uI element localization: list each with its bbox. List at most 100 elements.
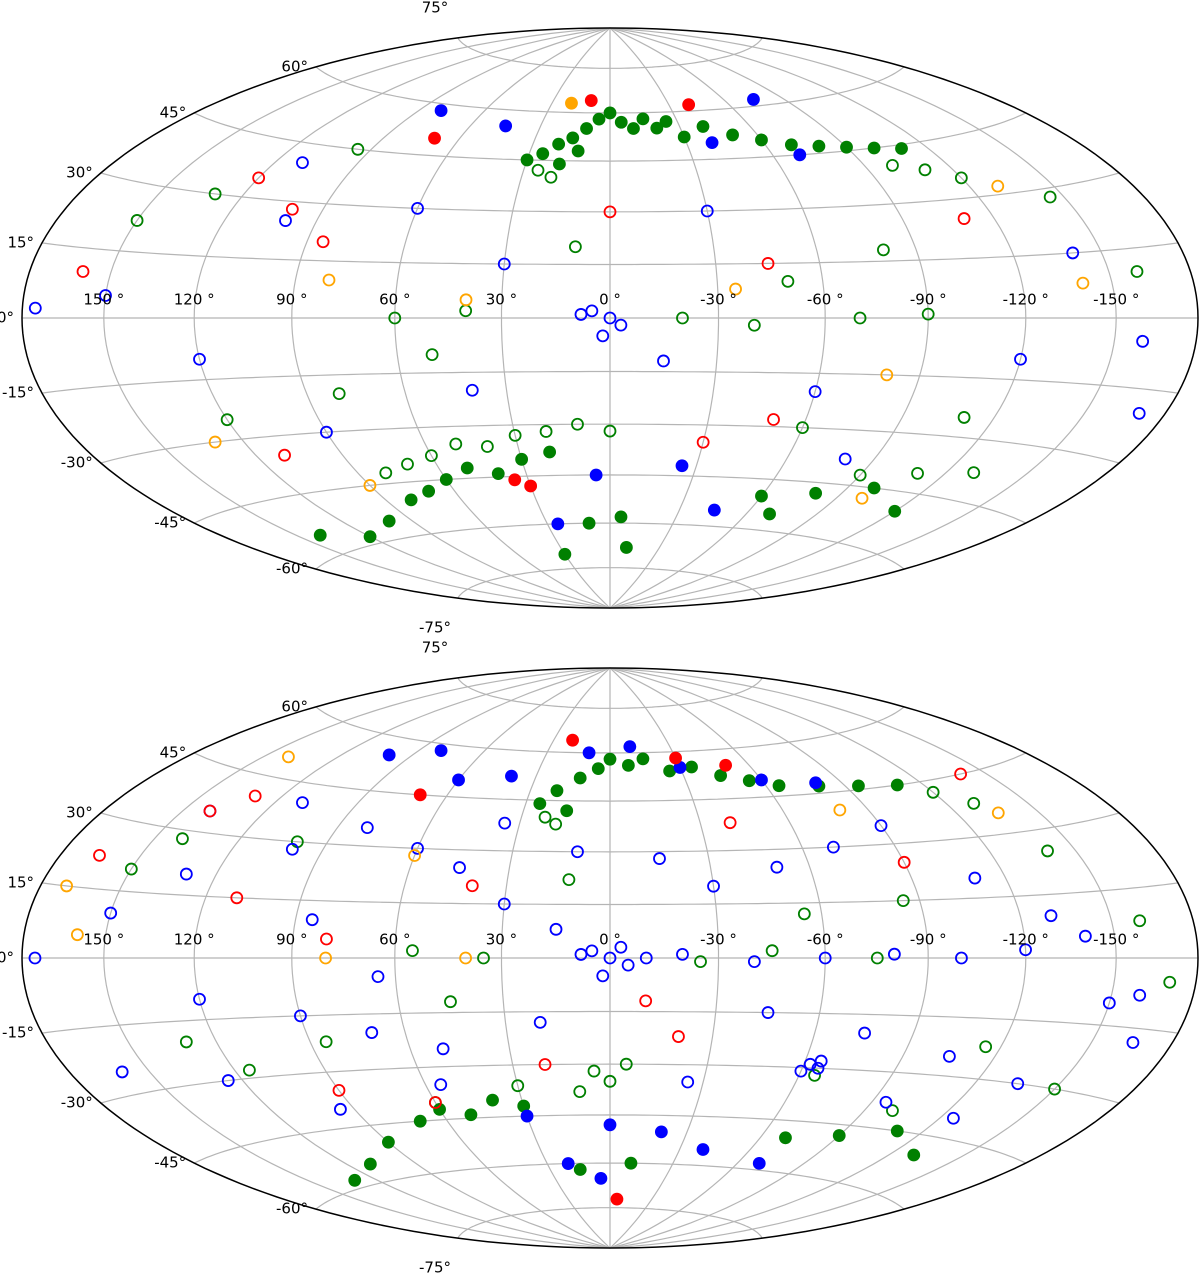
data-point	[636, 112, 650, 126]
data-point	[515, 452, 529, 466]
data-point	[1130, 265, 1144, 278]
data-point	[968, 871, 982, 885]
data-point	[603, 1118, 617, 1132]
data-point	[614, 115, 628, 129]
parallel	[193, 752, 1027, 802]
data-point	[624, 1156, 638, 1170]
data-point	[779, 1131, 792, 1145]
data-point	[685, 760, 698, 774]
x-tick-label: -120 °	[1003, 291, 1049, 309]
data-point	[729, 282, 742, 296]
data-point	[619, 1057, 633, 1071]
data-point	[867, 481, 881, 495]
data-point	[747, 318, 761, 332]
y-tick-label: 60°	[281, 697, 308, 715]
parallel	[457, 37, 763, 69]
data-point	[549, 817, 563, 831]
data-point	[979, 1040, 993, 1054]
data-point	[511, 1079, 525, 1093]
data-point	[659, 115, 673, 128]
data-point	[650, 121, 664, 135]
data-point	[176, 832, 189, 846]
data-point	[614, 318, 628, 332]
y-tick-label: 0°	[0, 309, 14, 327]
data-point	[497, 257, 511, 271]
x-tick-label: -60 °	[807, 931, 844, 949]
map-boundary	[21, 27, 1199, 609]
data-point	[538, 1058, 552, 1071]
data-point	[425, 348, 439, 362]
data-point	[1019, 943, 1032, 957]
data-point	[93, 848, 106, 862]
data-point	[130, 214, 144, 227]
data-point	[477, 951, 490, 965]
x-tick-label: -90 °	[910, 931, 947, 949]
data-point	[886, 159, 899, 172]
data-point	[70, 928, 84, 942]
x-tick-label: 60 °	[379, 931, 410, 949]
y-tick-label: 0°	[0, 949, 14, 967]
x-tick-label: -60 °	[807, 291, 844, 309]
data-point	[832, 1129, 846, 1142]
data-point	[890, 778, 904, 792]
data-point	[1102, 996, 1116, 1010]
data-point	[505, 769, 518, 783]
data-point	[603, 106, 617, 120]
data-point	[568, 240, 582, 254]
data-point	[574, 308, 588, 321]
data-point	[465, 879, 479, 893]
data-point	[1043, 190, 1057, 204]
data-point	[603, 311, 617, 325]
data-point	[388, 311, 402, 325]
data-point	[1078, 929, 1092, 943]
x-tick-label: -30 °	[700, 931, 737, 949]
data-point	[761, 257, 775, 270]
data-point	[840, 140, 853, 154]
data-point	[594, 1171, 608, 1185]
data-point	[320, 932, 333, 946]
data-point	[811, 1061, 825, 1075]
parallel	[41, 882, 1179, 906]
data-point	[838, 452, 852, 466]
data-point	[465, 383, 479, 397]
x-tick-label: 60 °	[379, 291, 410, 309]
y-tick-label: 60°	[281, 57, 308, 75]
data-point	[365, 1026, 379, 1039]
data-point	[499, 119, 513, 133]
data-point	[381, 1135, 395, 1149]
y-tick-label: -45°	[154, 1154, 186, 1172]
data-point	[808, 1068, 821, 1082]
data-point	[428, 1096, 442, 1109]
data-point	[1133, 914, 1147, 928]
data-point	[677, 130, 691, 144]
data-point	[726, 128, 739, 142]
data-point	[571, 417, 584, 431]
x-tick-label: -120 °	[1003, 931, 1049, 949]
data-point	[853, 311, 867, 325]
data-point	[833, 803, 847, 817]
map-boundary	[21, 667, 1199, 1249]
y-tick-label: -60°	[276, 1200, 308, 1218]
data-point	[907, 1148, 921, 1162]
data-point	[723, 816, 737, 830]
data-point	[193, 352, 206, 366]
data-point	[812, 139, 826, 153]
data-point	[363, 1157, 377, 1171]
data-point	[855, 491, 869, 505]
data-point	[436, 1042, 450, 1056]
data-point	[808, 385, 822, 399]
y-tick-label: 15°	[7, 873, 34, 891]
data-point	[464, 1108, 478, 1122]
data-point	[221, 1074, 235, 1087]
parallel	[100, 812, 1120, 853]
y-tick-label: 30°	[66, 164, 93, 182]
y-tick-label: 30°	[66, 804, 93, 822]
data-point	[539, 425, 553, 438]
data-point	[877, 243, 890, 257]
data-point	[943, 1049, 956, 1063]
data-point	[592, 112, 606, 126]
data-point	[104, 906, 118, 920]
data-point	[880, 368, 894, 382]
data-point	[401, 457, 414, 471]
data-point	[818, 951, 832, 965]
